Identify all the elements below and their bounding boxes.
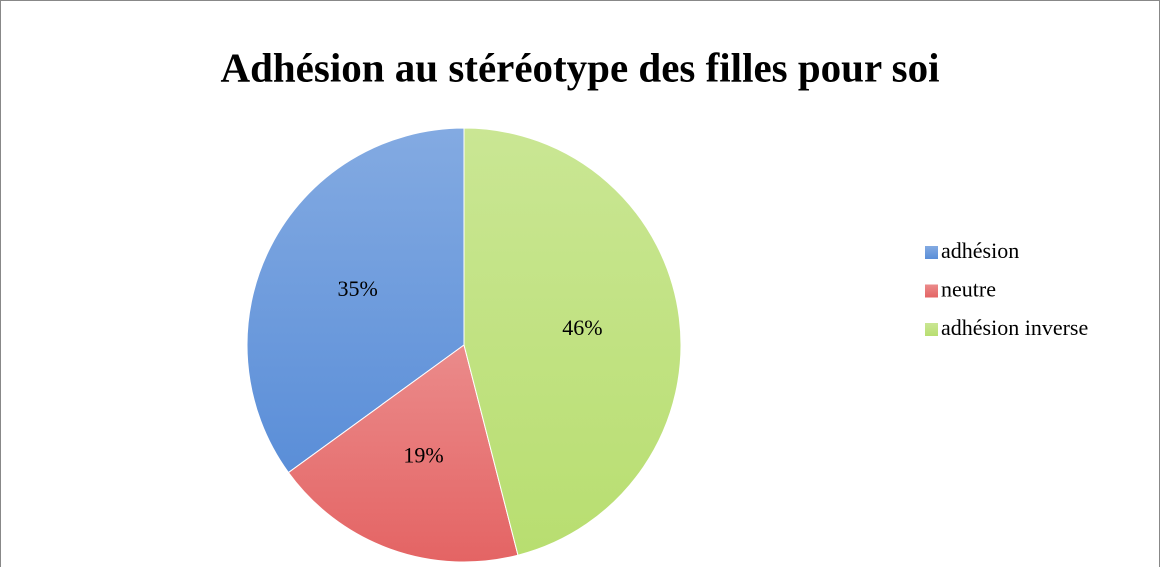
- pie-slice: [246, 127, 465, 474]
- legend-label: adhésion inverse: [941, 315, 1088, 340]
- chart-title: Adhésion au stéréotype des filles pour s…: [220, 44, 939, 90]
- data-label: 46%: [562, 315, 602, 340]
- pie-slice: [463, 127, 682, 556]
- legend-swatch: [925, 284, 938, 298]
- legend-label: neutre: [941, 277, 996, 302]
- legend-swatch: [925, 323, 938, 336]
- legend-swatch: [925, 246, 938, 259]
- pie-slice: [287, 344, 519, 563]
- data-label: 35%: [337, 276, 377, 301]
- data-label: 19%: [403, 442, 443, 467]
- legend-label: adhésion: [941, 238, 1019, 263]
